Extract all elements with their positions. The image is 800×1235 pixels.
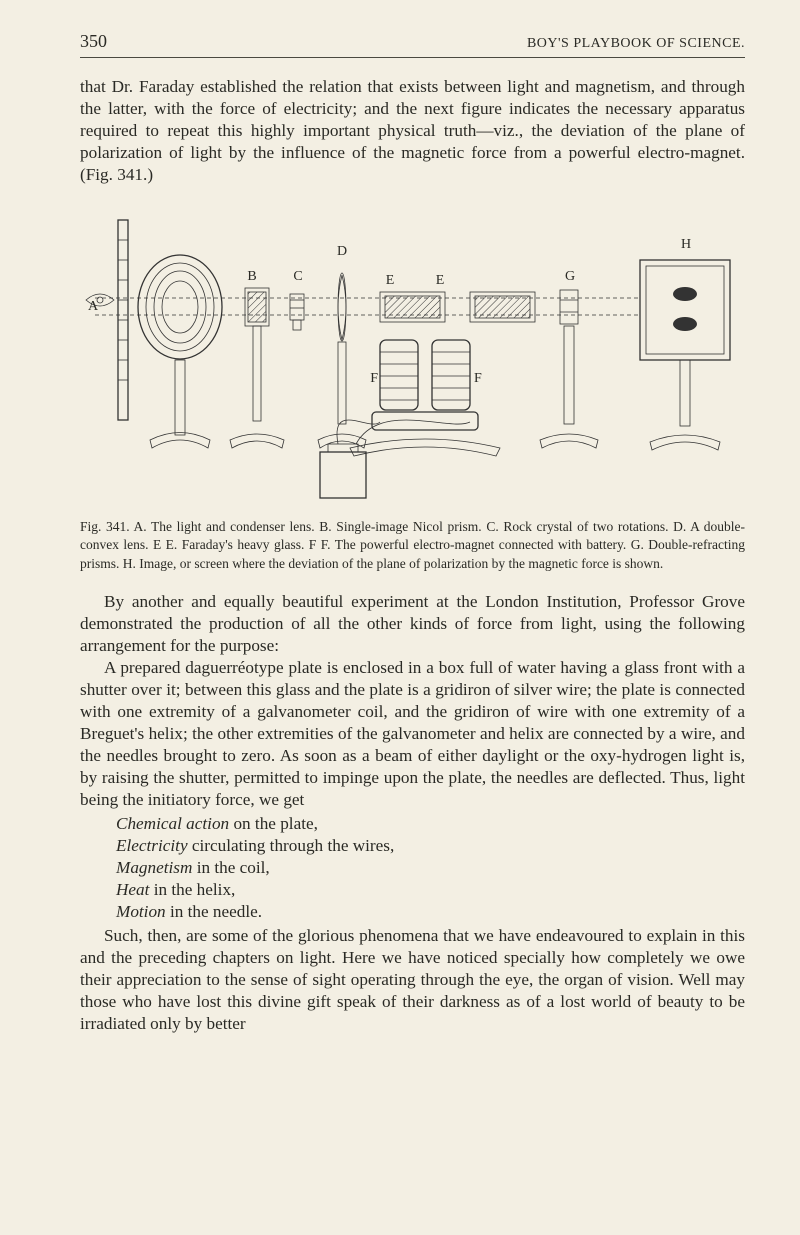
figure-341: A B xyxy=(80,200,745,510)
part-G: G xyxy=(540,269,598,448)
label-E1: E xyxy=(386,273,395,288)
paragraph-1: that Dr. Faraday established the relatio… xyxy=(80,76,745,186)
part-C: C xyxy=(290,269,304,330)
figure-341-svg: A B xyxy=(80,200,745,510)
part-B: B xyxy=(230,269,284,448)
label-F2: F xyxy=(474,371,482,386)
label-F1: F xyxy=(370,371,378,386)
figure-caption: Fig. 341. A. The light and condenser len… xyxy=(80,518,745,573)
paragraph-2a: By another and equally beautiful experim… xyxy=(80,591,745,657)
page-number: 350 xyxy=(80,30,107,53)
label-G: G xyxy=(565,269,575,284)
label-D: D xyxy=(337,244,347,259)
label-H: H xyxy=(681,237,691,252)
part-D: D xyxy=(318,244,366,448)
label-E2: E xyxy=(436,273,445,288)
part-A: A xyxy=(86,220,128,420)
page: 350 BOY'S PLAYBOOK OF SCIENCE. that Dr. … xyxy=(0,0,800,1235)
part-E: E E xyxy=(380,273,535,322)
label-C: C xyxy=(293,269,302,284)
running-head: BOY'S PLAYBOOK OF SCIENCE. xyxy=(527,35,745,53)
part-F: F F xyxy=(350,340,500,456)
list-item-4: Heat in the helix, xyxy=(116,879,745,901)
list-item-3: Magnetism in the coil, xyxy=(116,857,745,879)
battery xyxy=(320,420,470,498)
list-item-1: Chemical action on the plate, xyxy=(116,813,745,835)
paragraph-3: Such, then, are some of the glorious phe… xyxy=(80,925,745,1035)
list-item-2: Electricity circulating through the wire… xyxy=(116,835,745,857)
paragraph-2b: A prepared daguerréotype plate is enclos… xyxy=(80,657,745,811)
label-B: B xyxy=(247,269,256,284)
condenser-lens xyxy=(138,255,222,448)
list-item-5: Motion in the needle. xyxy=(116,901,745,923)
part-H: H xyxy=(640,237,730,450)
force-list: Chemical action on the plate, Electricit… xyxy=(116,813,745,923)
header-row: 350 BOY'S PLAYBOOK OF SCIENCE. xyxy=(80,30,745,58)
